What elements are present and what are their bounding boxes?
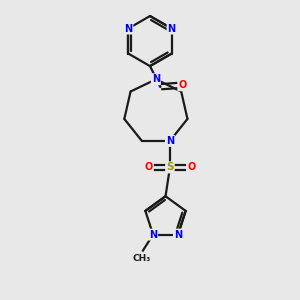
Text: N: N xyxy=(168,23,176,34)
Text: N: N xyxy=(174,230,182,240)
Text: O: O xyxy=(178,80,187,90)
Text: N: N xyxy=(166,136,174,146)
Text: N: N xyxy=(124,23,132,34)
Text: N: N xyxy=(149,230,157,240)
Text: N: N xyxy=(152,74,160,84)
Text: S: S xyxy=(166,162,174,172)
Text: CH₃: CH₃ xyxy=(132,254,150,263)
Text: O: O xyxy=(145,162,153,172)
Text: O: O xyxy=(187,162,195,172)
